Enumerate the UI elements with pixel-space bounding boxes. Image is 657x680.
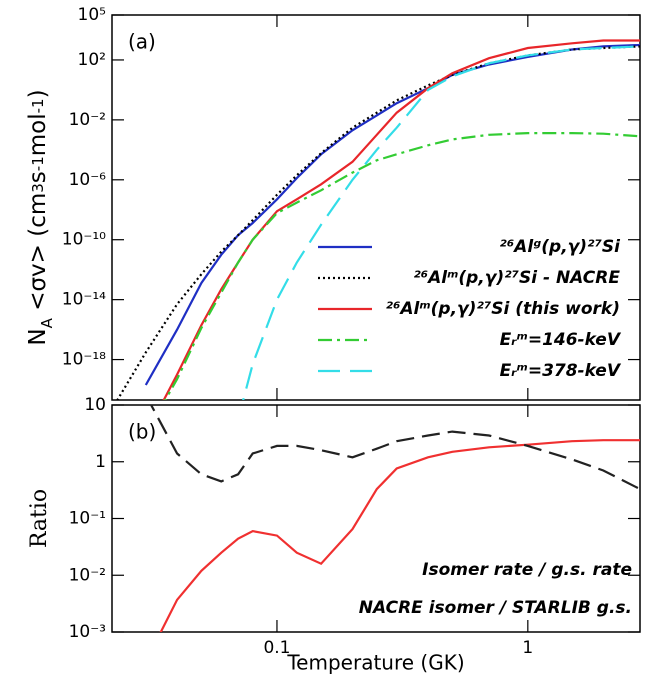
- legend-label: Eᵣᵐ=378-keV: [500, 361, 622, 381]
- y-tick-label: 10⁻¹⁴: [62, 290, 106, 310]
- y-tick-label: 10: [84, 395, 106, 415]
- y-tick-label: 10⁻²: [69, 110, 106, 130]
- y-axis-label-part: A: [38, 317, 56, 328]
- y-axis-label-part: <σv> (cm: [25, 193, 51, 318]
- y-tick-label: 10⁻⁶: [69, 170, 107, 190]
- y-axis-label-part: s: [25, 171, 51, 183]
- y-tick-label: 10⁻³: [69, 622, 106, 642]
- annotation: NACRE isomer / STARLIB g.s.: [359, 598, 632, 618]
- series-line: [144, 43, 640, 386]
- series-line: [159, 439, 640, 632]
- x-axis-label: Temperature (GK): [286, 651, 464, 675]
- y-axis-label-part: 3: [29, 183, 47, 193]
- y-axis-label-part: -1: [29, 98, 47, 113]
- panel-label: (a): [128, 30, 156, 54]
- series-line: [149, 405, 640, 491]
- y-tick-label: 10⁻¹: [69, 509, 106, 529]
- y-axis-label: NA <σv> (cm3s-1mol-1): [25, 89, 56, 345]
- series-line: [242, 45, 640, 400]
- legend-label: ²⁶Alᵐ(p,γ)²⁷Si - NACRE: [413, 268, 620, 288]
- panel-label: (b): [128, 420, 156, 444]
- y-tick-label: 10⁻¹⁸: [62, 350, 106, 370]
- x-tick-label: 0.1: [263, 638, 290, 658]
- y-tick-label: 10⁻²: [69, 565, 106, 585]
- y-tick-label: 1: [95, 452, 106, 472]
- y-tick-label: 10²: [78, 50, 106, 70]
- y-axis-label: Ratio: [27, 489, 52, 548]
- y-axis-label-part: ): [25, 89, 51, 98]
- x-tick-label: 1: [522, 638, 533, 658]
- legend-label: ²⁶Alᵍ(p,γ)²⁷Si: [499, 237, 621, 257]
- y-tick-label: 10⁻¹⁰: [62, 230, 106, 250]
- legend-label: Eᵣᵐ=146-keV: [500, 330, 622, 350]
- y-axis-label-part: N: [25, 328, 51, 345]
- y-axis-label-part: -1: [29, 156, 47, 171]
- y-tick-label: 10⁵: [78, 5, 106, 25]
- y-axis-label-part: mol: [25, 113, 51, 156]
- plot-frame: [111, 14, 641, 401]
- series-line: [164, 132, 640, 400]
- annotation: Isomer rate / g.s. rate: [422, 560, 632, 580]
- series-line: [162, 39, 640, 400]
- legend-label: ²⁶Alᵐ(p,γ)²⁷Si (this work): [386, 299, 621, 319]
- series-line: [116, 45, 640, 400]
